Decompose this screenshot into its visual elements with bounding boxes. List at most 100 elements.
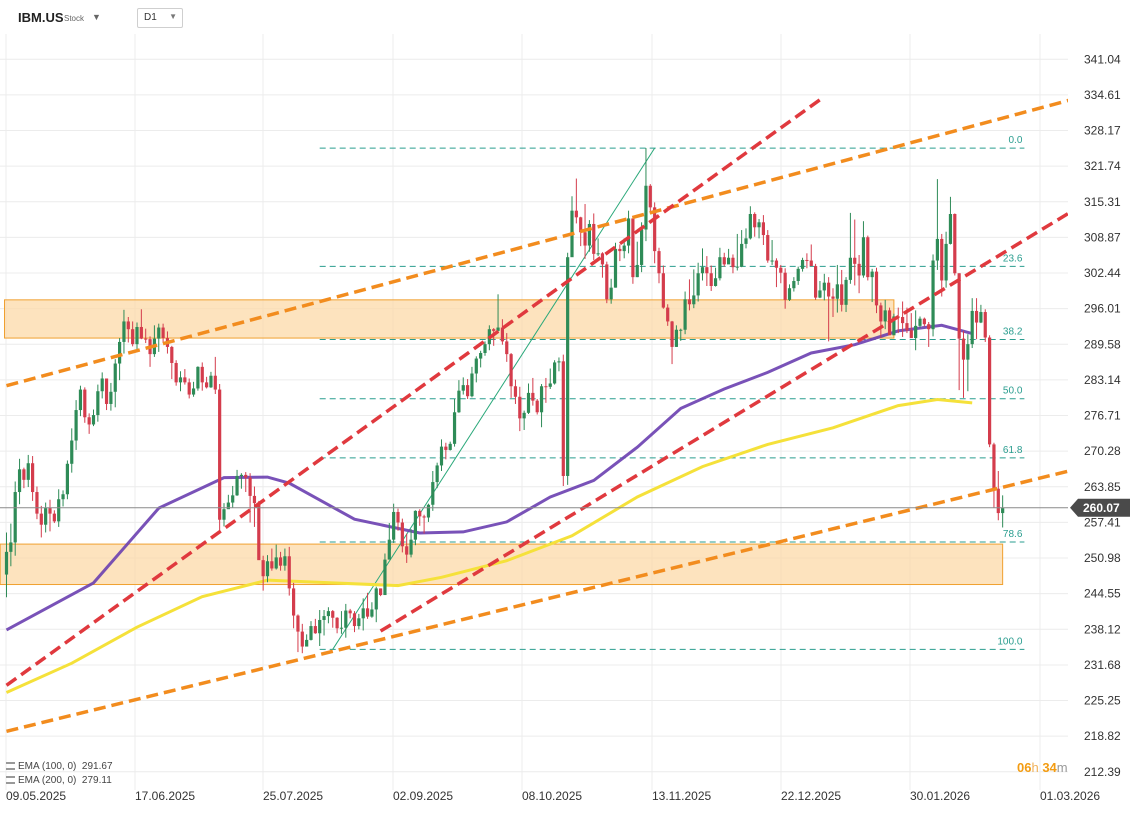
y-tick-label: 296.01 (1084, 302, 1121, 316)
candle (983, 309, 987, 342)
plot-area: 0.0 23.6 38.2 50.0 61.8 78.6 100.0 (0, 95, 1068, 733)
candle-body (205, 382, 209, 388)
candle-body (492, 329, 496, 331)
candle (544, 377, 548, 403)
y-tick-label: 328.17 (1084, 124, 1121, 138)
candle (692, 269, 696, 309)
candle (74, 400, 78, 450)
candle-body (178, 377, 183, 383)
candle (239, 473, 243, 489)
candle-body (848, 257, 852, 280)
candle-body (600, 253, 605, 265)
indicator-settings-icon[interactable] (6, 762, 15, 771)
fib-level-label: 100.0 (997, 636, 1022, 647)
candle (953, 213, 957, 276)
support-resistance-zone (4, 299, 895, 339)
candle-body (31, 463, 35, 493)
candle-body (666, 307, 670, 322)
candle-body (579, 217, 583, 233)
timeframe-select[interactable]: D1 ▼ (137, 8, 183, 28)
candle-body (78, 389, 83, 411)
candle-body (622, 245, 626, 252)
candle-body (26, 463, 30, 480)
toolbar: IBM.US Stock ▼ D1 ▼ (0, 0, 1144, 34)
candle (570, 196, 574, 258)
candle-body (235, 475, 239, 496)
candle (705, 256, 709, 286)
candle-body (644, 185, 648, 230)
candle (940, 233, 944, 297)
legend-ema100-label: EMA (100, 0) (18, 761, 77, 772)
candle-body (840, 284, 844, 305)
candle (766, 230, 770, 263)
candle (513, 379, 518, 404)
y-tick-label: 225.25 (1084, 694, 1121, 708)
candle (674, 325, 678, 347)
candle-body (596, 253, 600, 255)
candle-body (892, 316, 896, 336)
candle (87, 413, 91, 434)
candle (631, 217, 635, 284)
candle-body (213, 375, 217, 390)
symbol-label[interactable]: IBM.US (18, 10, 64, 25)
candle (39, 505, 43, 538)
grid-lines (0, 34, 1068, 790)
candle (9, 523, 13, 567)
candle (431, 470, 435, 511)
candle-body (474, 358, 478, 374)
candle (231, 485, 235, 508)
candle-body (909, 330, 913, 339)
candle (635, 241, 639, 278)
candle-body (974, 310, 979, 323)
candle-body (866, 237, 870, 278)
candle-body (257, 503, 261, 561)
candle (157, 323, 161, 352)
candle (548, 368, 552, 390)
symbol-dropdown-icon[interactable]: ▼ (92, 12, 101, 22)
candle-body (648, 185, 652, 208)
indicator-settings-icon[interactable] (6, 776, 15, 785)
candle (505, 333, 509, 362)
candle-body (822, 282, 826, 291)
candle-body (674, 329, 678, 347)
candle (935, 179, 939, 270)
candle-body (74, 410, 78, 441)
candle-body (727, 257, 731, 265)
candle-body (905, 323, 909, 331)
candle-body (157, 327, 161, 339)
candle (596, 238, 600, 257)
candle (4, 532, 9, 598)
candle (309, 621, 313, 641)
candle (753, 212, 757, 237)
candle (218, 384, 222, 532)
candle (474, 356, 478, 383)
candle-body (287, 556, 291, 589)
candle (365, 592, 370, 619)
candle-body (787, 288, 792, 300)
candle-body (774, 260, 779, 268)
candle-body (239, 474, 243, 476)
candle-body (709, 273, 713, 286)
candle-body (313, 626, 317, 634)
candle-body (226, 502, 230, 510)
candle (853, 219, 857, 286)
candle (109, 382, 113, 411)
candle-body (252, 495, 257, 504)
countdown-hours: 06 (1017, 760, 1032, 775)
candle (948, 196, 953, 245)
candle-body (139, 326, 143, 339)
candle-body (292, 588, 296, 616)
candle-body (135, 326, 139, 345)
candle (870, 268, 874, 303)
candle-body (191, 388, 196, 395)
candle-body (626, 218, 631, 246)
candle-body (452, 412, 457, 444)
candle-body (835, 284, 839, 299)
candle (270, 548, 274, 571)
candle (113, 359, 117, 408)
candle-body (500, 327, 504, 342)
candle-body (22, 469, 26, 480)
candle-body (948, 214, 953, 244)
candle-body (365, 608, 370, 617)
